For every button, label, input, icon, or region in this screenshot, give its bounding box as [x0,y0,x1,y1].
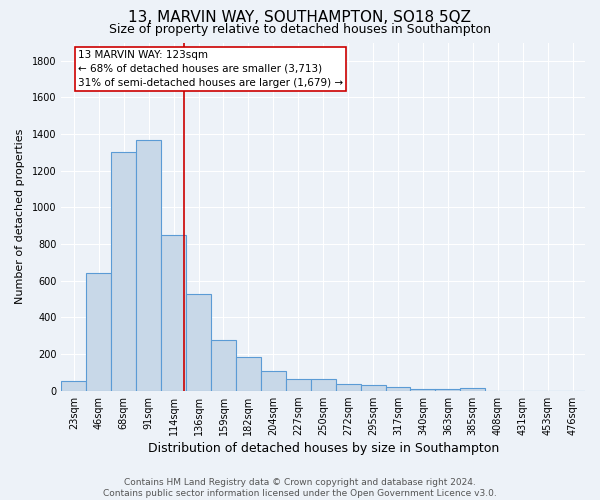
Bar [460,388,485,390]
Text: 13 MARVIN WAY: 123sqm
← 68% of detached houses are smaller (3,713)
31% of semi-d: 13 MARVIN WAY: 123sqm ← 68% of detached … [77,50,343,88]
Text: 13, MARVIN WAY, SOUTHAMPTON, SO18 5QZ: 13, MARVIN WAY, SOUTHAMPTON, SO18 5QZ [128,10,472,25]
Bar [386,388,410,390]
Y-axis label: Number of detached properties: Number of detached properties [15,129,25,304]
Bar [61,380,86,390]
Bar [211,340,236,390]
Bar [335,384,361,390]
Bar [86,274,111,390]
Bar [136,140,161,390]
Text: Contains HM Land Registry data © Crown copyright and database right 2024.
Contai: Contains HM Land Registry data © Crown c… [103,478,497,498]
Bar [161,236,186,390]
Bar [236,357,261,390]
X-axis label: Distribution of detached houses by size in Southampton: Distribution of detached houses by size … [148,442,499,455]
Bar [286,379,311,390]
Bar [311,379,335,390]
Bar [361,385,386,390]
Text: Size of property relative to detached houses in Southampton: Size of property relative to detached ho… [109,22,491,36]
Bar [436,389,460,390]
Bar [261,372,286,390]
Bar [186,294,211,390]
Bar [410,389,436,390]
Bar [111,152,136,390]
